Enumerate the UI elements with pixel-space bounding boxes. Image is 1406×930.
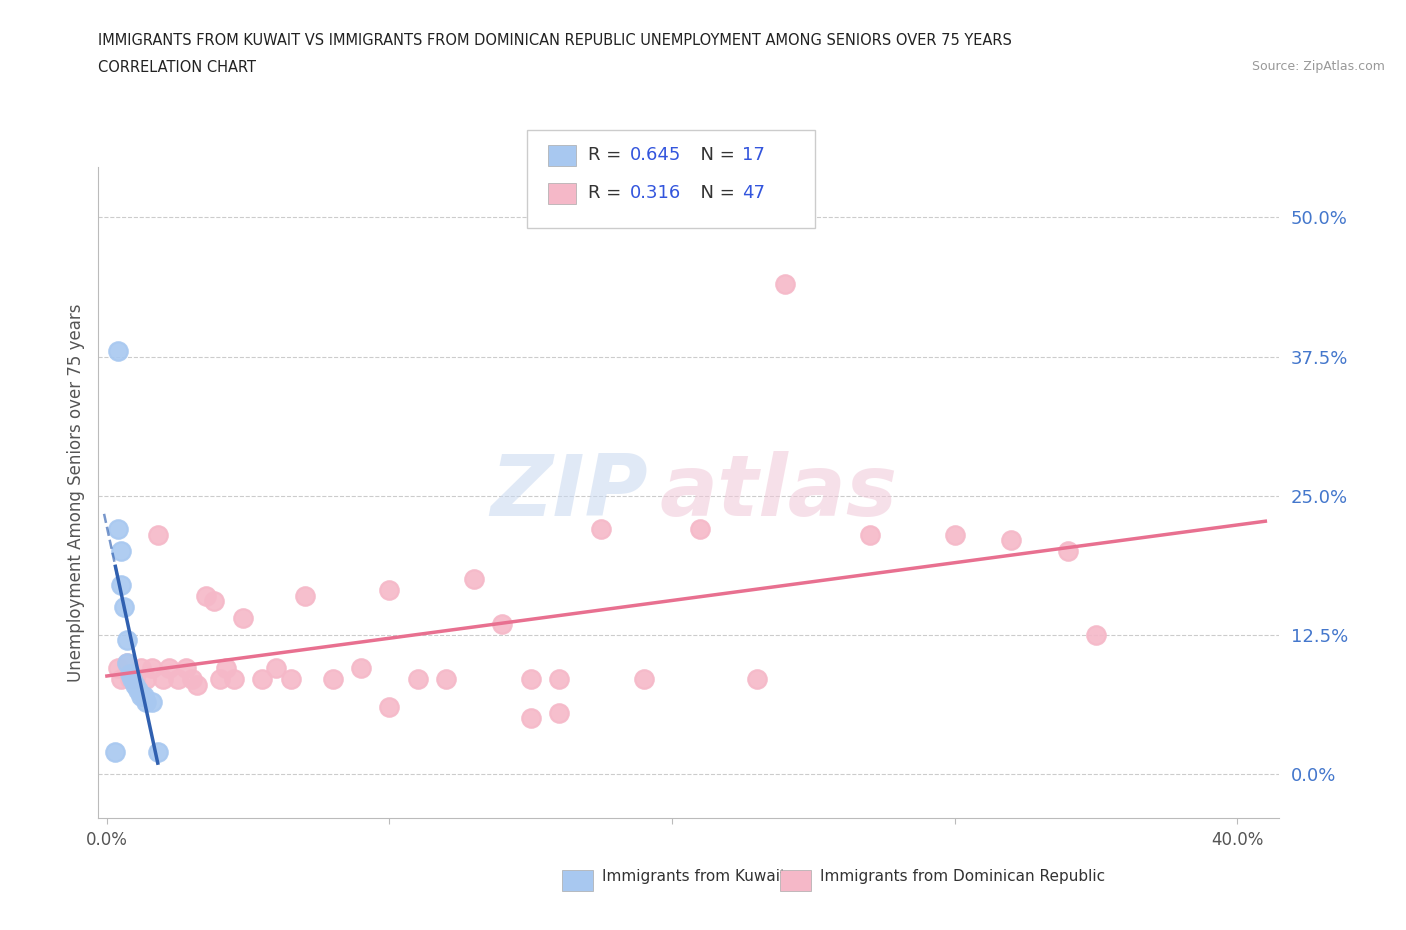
Text: IMMIGRANTS FROM KUWAIT VS IMMIGRANTS FROM DOMINICAN REPUBLIC UNEMPLOYMENT AMONG : IMMIGRANTS FROM KUWAIT VS IMMIGRANTS FRO…	[98, 33, 1012, 47]
Point	[115, 655, 138, 670]
Text: R =: R =	[588, 184, 633, 203]
Point	[214, 660, 236, 675]
Point	[1000, 533, 1022, 548]
Point	[491, 617, 513, 631]
Point	[222, 671, 245, 686]
Point	[146, 527, 169, 542]
Point	[434, 671, 457, 686]
Point	[135, 671, 157, 686]
Point	[519, 711, 541, 725]
Point	[548, 671, 571, 686]
Point	[180, 671, 202, 686]
Point	[202, 594, 225, 609]
Point	[127, 683, 149, 698]
Point	[266, 660, 288, 675]
Point	[118, 666, 141, 681]
Text: atlas: atlas	[659, 451, 897, 535]
Point	[166, 671, 188, 686]
Point	[115, 633, 138, 648]
Text: CORRELATION CHART: CORRELATION CHART	[98, 60, 256, 75]
Point	[231, 611, 253, 626]
Point	[186, 677, 208, 692]
Point	[859, 527, 882, 542]
Point	[1056, 544, 1078, 559]
Text: 47: 47	[742, 184, 765, 203]
Point	[146, 744, 169, 759]
Point	[141, 694, 163, 709]
Point	[208, 671, 231, 686]
Point	[110, 578, 132, 592]
Text: 0.645: 0.645	[630, 146, 682, 165]
Point	[157, 660, 180, 675]
Point	[107, 343, 129, 358]
Text: 0.316: 0.316	[630, 184, 681, 203]
Point	[107, 660, 129, 675]
Text: R =: R =	[588, 146, 627, 165]
Point	[378, 699, 401, 714]
Point	[406, 671, 429, 686]
Point	[194, 589, 217, 604]
Point	[141, 660, 163, 675]
Point	[129, 688, 152, 703]
Text: 17: 17	[742, 146, 765, 165]
Point	[252, 671, 274, 686]
Point	[135, 694, 157, 709]
Point	[463, 572, 485, 587]
Point	[104, 744, 127, 759]
Point	[118, 671, 141, 686]
Point	[1084, 628, 1107, 643]
Point	[129, 660, 152, 675]
Point	[633, 671, 655, 686]
Point	[943, 527, 966, 542]
Point	[689, 522, 711, 537]
Point	[519, 671, 541, 686]
Text: N =: N =	[689, 146, 741, 165]
Point	[152, 671, 174, 686]
Point	[322, 671, 344, 686]
Point	[124, 677, 146, 692]
Point	[110, 671, 132, 686]
Point	[132, 688, 155, 703]
Point	[378, 583, 401, 598]
Text: Immigrants from Kuwait: Immigrants from Kuwait	[602, 869, 786, 883]
Point	[773, 277, 796, 292]
Point	[294, 589, 316, 604]
Point	[350, 660, 373, 675]
Text: ZIP: ZIP	[489, 451, 648, 535]
Point	[107, 522, 129, 537]
Point	[112, 600, 135, 615]
Text: Immigrants from Dominican Republic: Immigrants from Dominican Republic	[820, 869, 1105, 883]
Text: Source: ZipAtlas.com: Source: ZipAtlas.com	[1251, 60, 1385, 73]
Point	[745, 671, 768, 686]
Point	[548, 705, 571, 720]
Y-axis label: Unemployment Among Seniors over 75 years: Unemployment Among Seniors over 75 years	[66, 304, 84, 682]
Text: N =: N =	[689, 184, 741, 203]
Point	[591, 522, 613, 537]
Point	[280, 671, 302, 686]
Point	[124, 671, 146, 686]
Point	[115, 655, 138, 670]
Point	[110, 544, 132, 559]
Point	[174, 660, 197, 675]
Point	[121, 671, 143, 686]
